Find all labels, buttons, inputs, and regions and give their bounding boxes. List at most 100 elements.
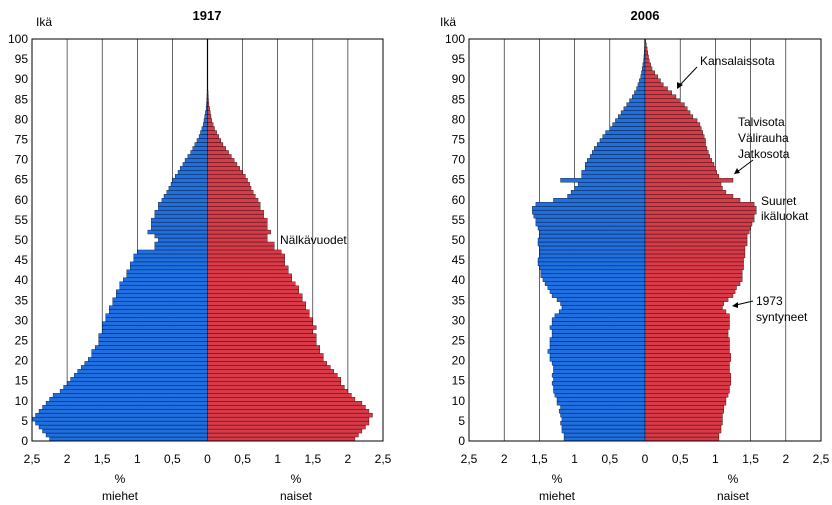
bar-male-age-9 xyxy=(45,401,208,406)
bar-male-age-15 xyxy=(553,377,646,382)
age-tick-label: 45 xyxy=(15,253,29,267)
percent-tick-label: 1,5 xyxy=(94,452,111,466)
bar-male-age-88 xyxy=(636,86,646,91)
bar-male-age-63 xyxy=(168,186,208,191)
age-tick-label: 25 xyxy=(452,334,466,348)
bar-female-age-4 xyxy=(207,420,370,426)
bar-male-age-66 xyxy=(175,174,208,179)
bar-male-age-19 xyxy=(551,361,646,366)
bar-male-age-11 xyxy=(52,393,208,398)
bar-male-age-38 xyxy=(547,285,646,290)
bar-male-age-41 xyxy=(540,273,646,278)
right-label-2006: naiset xyxy=(717,489,750,503)
bar-male-age-29 xyxy=(551,321,646,326)
bar-female-age-6 xyxy=(644,412,723,418)
annotation-arrow-1973 xyxy=(735,300,754,306)
bar-female-age-100 xyxy=(644,38,646,44)
bar-female-age-9 xyxy=(207,401,363,406)
bar-female-age-64 xyxy=(207,182,250,187)
bar-female-age-10 xyxy=(207,397,356,402)
bar-female-age-47 xyxy=(644,249,746,255)
age-tick-label: 15 xyxy=(15,374,29,388)
bar-female-age-66 xyxy=(207,174,246,179)
bar-female-age-67 xyxy=(207,170,243,175)
plot-frame-2006 xyxy=(468,38,822,442)
bar-male-age-14 xyxy=(551,381,646,386)
age-tick-label: 95 xyxy=(15,52,29,66)
bar-male-age-17 xyxy=(553,369,646,374)
bar-female-age-15 xyxy=(207,377,342,382)
age-tick-label: 85 xyxy=(15,92,29,106)
bar-male-age-78 xyxy=(609,126,646,131)
bar-male-age-91 xyxy=(640,74,646,79)
bar-female-age-98 xyxy=(644,46,648,52)
bar-male-age-31 xyxy=(554,313,646,318)
age-tick-label: 30 xyxy=(15,313,29,327)
bar-male-age-12 xyxy=(59,389,208,394)
age-tick-label: 50 xyxy=(15,233,29,247)
bar-female-age-26 xyxy=(644,333,729,338)
bar-male-age-77 xyxy=(200,130,208,135)
age-tick-label: 65 xyxy=(15,173,29,187)
bar-female-age-96 xyxy=(644,54,649,60)
bar-male-age-51 xyxy=(539,233,646,239)
annotation-suuret-ikaluokat: Suuret ikäluokat xyxy=(761,194,809,223)
bar-female-age-55 xyxy=(207,217,268,223)
bar-female-age-2 xyxy=(207,428,363,434)
bar-male-age-24 xyxy=(549,341,646,346)
bar-male-age-38 xyxy=(119,285,208,290)
bar-male-age-78 xyxy=(201,126,208,131)
age-tick-label: 10 xyxy=(452,394,466,408)
bar-female-age-23 xyxy=(644,345,730,350)
bar-male-age-71 xyxy=(187,154,208,159)
bar-female-age-3 xyxy=(644,424,722,430)
bar-female-age-44 xyxy=(644,261,744,267)
bar-female-age-67 xyxy=(644,170,717,175)
bar-female-age-75 xyxy=(207,138,222,143)
bar-male-age-21 xyxy=(91,353,208,358)
annotation-text-ikaluokat: ikäluokat xyxy=(761,209,809,223)
bar-male-age-46 xyxy=(133,253,208,259)
bar-male-age-43 xyxy=(539,265,646,271)
annotation-text-jatkosota: Jatkosota xyxy=(738,147,790,161)
bar-female-age-56 xyxy=(644,213,755,219)
bar-female-age-28 xyxy=(644,325,730,330)
bar-female-age-69 xyxy=(207,162,238,167)
bar-female-age-18 xyxy=(207,365,331,370)
bar-female-age-46 xyxy=(207,253,285,259)
bar-male-age-69 xyxy=(584,162,646,167)
bar-male-age-50 xyxy=(158,237,208,243)
bar-female-age-36 xyxy=(207,293,303,298)
bar-female-age-22 xyxy=(207,349,320,354)
bar-female-age-26 xyxy=(207,333,317,338)
bar-female-age-13 xyxy=(207,385,345,390)
percent-tick-label: 1,5 xyxy=(304,452,321,466)
bar-male-age-70 xyxy=(587,158,646,163)
bar-female-age-39 xyxy=(644,281,741,286)
bar-female-age-88 xyxy=(644,86,668,91)
bar-male-age-74 xyxy=(194,142,208,147)
bar-female-age-51 xyxy=(207,233,268,239)
bar-female-age-58 xyxy=(644,205,757,211)
bar-female-age-76 xyxy=(644,134,705,139)
bar-female-age-42 xyxy=(207,269,289,275)
bar-male-age-55 xyxy=(151,217,208,223)
bar-male-age-70 xyxy=(184,158,208,163)
bar-male-age-56 xyxy=(154,213,208,219)
bar-female-age-40 xyxy=(207,277,292,282)
bar-female-age-94 xyxy=(644,62,651,68)
arrowhead-kansalaissota xyxy=(677,82,683,89)
bar-female-age-75 xyxy=(644,138,706,143)
bar-male-age-85 xyxy=(629,98,646,103)
right-unit-1917: % xyxy=(291,472,302,486)
percent-tick-label: 2,5 xyxy=(813,452,830,466)
bar-female-age-24 xyxy=(644,341,730,346)
bar-female-age-91 xyxy=(644,74,658,79)
left-unit-1917: % xyxy=(115,472,126,486)
bar-female-age-81 xyxy=(644,114,694,119)
bar-female-age-85 xyxy=(207,98,209,103)
bar-male-age-18 xyxy=(553,365,646,370)
bar-male-age-7 xyxy=(558,408,646,414)
bar-male-age-50 xyxy=(537,237,646,243)
bar-male-age-86 xyxy=(632,94,646,99)
